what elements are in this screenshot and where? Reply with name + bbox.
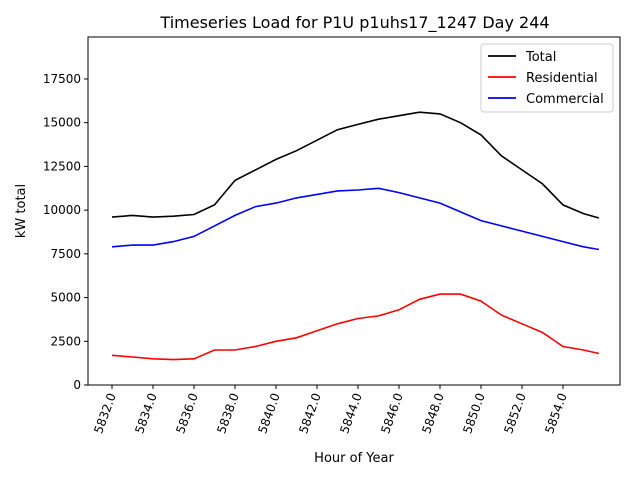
plot-frame (87, 36, 621, 386)
x-tick-label: 5844.0 (337, 391, 365, 435)
series-line-commercial (111, 187, 600, 251)
legend-entry: Commercial (526, 92, 604, 107)
y-tick-label: 7500 (50, 247, 81, 261)
x-tick-label: 5838.0 (214, 391, 242, 435)
x-tick-label: 5848.0 (419, 391, 447, 435)
chart-title: Timeseries Load for P1U p1uhs17_1247 Day… (159, 13, 549, 33)
y-tick-label: 2500 (50, 334, 81, 348)
x-tick-label: 5840.0 (255, 391, 283, 435)
legend-entry: Total (525, 50, 556, 65)
y-tick-label: 5000 (50, 291, 81, 305)
y-tick-label: 17500 (43, 72, 81, 86)
x-tick-label: 5854.0 (542, 391, 570, 435)
y-axis-label: kW total (14, 184, 29, 238)
x-tick-label: 5850.0 (460, 391, 488, 435)
legend: Total Residential Commercial (480, 43, 614, 113)
y-tick-label: 12500 (43, 159, 81, 173)
legend-box (480, 43, 614, 113)
y-tick-label: 0 (73, 378, 81, 392)
x-tick-label: 5842.0 (296, 391, 324, 435)
x-axis-label: Hour of Year (314, 451, 394, 466)
x-tick-label: 5852.0 (501, 391, 529, 435)
x-tick-label: 5836.0 (173, 391, 201, 435)
legend-entry: Residential (526, 71, 598, 86)
x-tick-label: 5834.0 (132, 391, 160, 435)
series-line-residential (111, 293, 600, 361)
series-line-total (111, 111, 600, 219)
x-tick-label: 5832.0 (91, 391, 119, 435)
y-tick-label: 15000 (43, 116, 81, 130)
x-tick-label: 5846.0 (378, 391, 406, 435)
y-tick-label: 10000 (43, 203, 81, 217)
